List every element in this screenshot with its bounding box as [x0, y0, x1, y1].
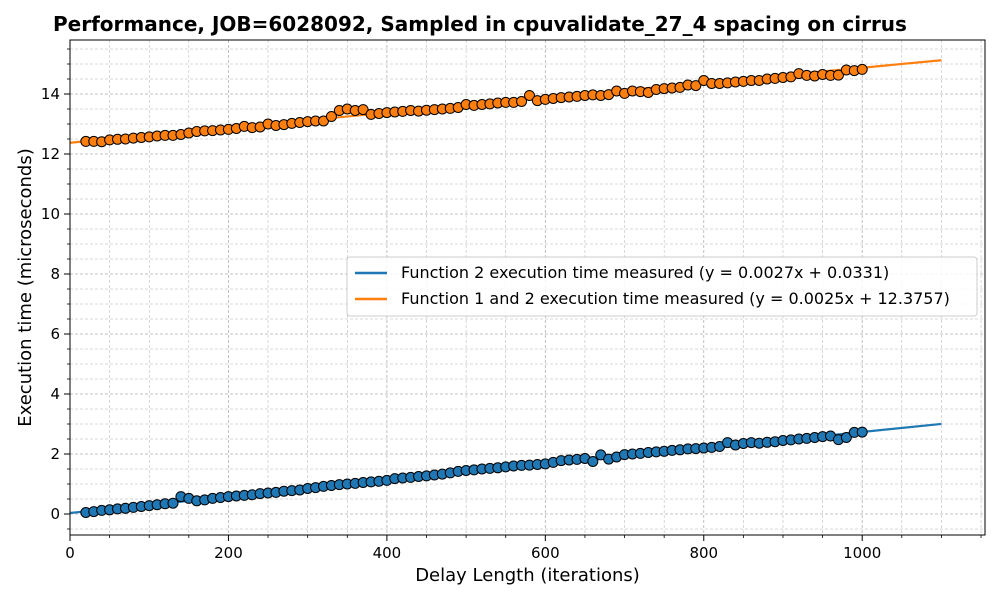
data-point [325, 111, 337, 122]
chart-title: Performance, JOB=6028092, Sampled in cpu… [53, 12, 907, 36]
data-point [357, 104, 369, 116]
data-point [587, 456, 599, 467]
x-axis-title: Delay Length (iterations) [415, 565, 640, 586]
x-tick-label: 400 [373, 544, 402, 562]
y-tick-label: 6 [50, 325, 60, 343]
y-tick-label: 14 [41, 85, 60, 103]
x-tick-label: 1000 [843, 544, 881, 562]
plot-frame [69, 39, 986, 536]
data-point [523, 90, 535, 101]
data-point [167, 497, 179, 509]
y-tick-label: 10 [41, 205, 60, 223]
y-tick-label: 8 [50, 265, 60, 283]
legend-label: Function 1 and 2 execution time measured… [401, 289, 950, 308]
data-point [832, 69, 844, 81]
data-points [80, 63, 868, 518]
y-tick-label: 12 [41, 145, 60, 163]
y-tick-label: 0 [50, 505, 60, 523]
y-axis-title: Execution time (microseconds) [15, 148, 36, 427]
x-tick-label: 800 [689, 544, 718, 562]
y-tick-label: 4 [50, 385, 60, 403]
x-tick-label: 600 [531, 544, 560, 562]
y-tick-label: 2 [50, 445, 60, 463]
data-point [516, 96, 528, 107]
x-tick-label: 200 [214, 544, 243, 562]
data-point [856, 426, 868, 438]
legend: Function 2 execution time measured (y = … [346, 256, 978, 317]
axis-ticks: 0 200 400 600 800 1000 0 2 4 6 8 10 12 14 [41, 48, 982, 562]
data-point [690, 80, 702, 92]
x-tick-label: 0 [65, 544, 75, 562]
legend-label: Function 2 execution time measured (y = … [401, 263, 889, 282]
legend-box [346, 256, 978, 317]
data-point [856, 63, 868, 75]
data-point [840, 432, 852, 443]
